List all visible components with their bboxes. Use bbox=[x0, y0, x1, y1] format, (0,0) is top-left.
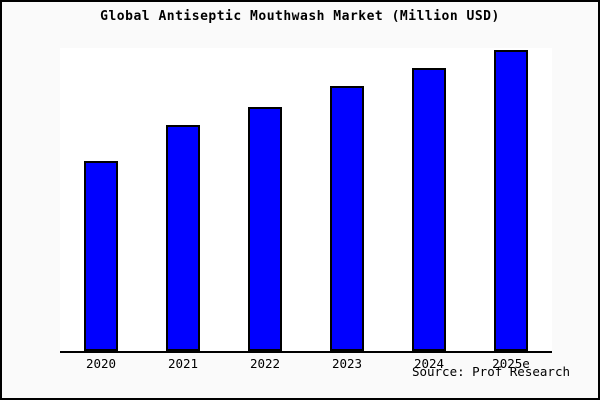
chart-title: Global Antiseptic Mouthwash Market (Mill… bbox=[100, 9, 500, 24]
bar-2020 bbox=[84, 161, 118, 351]
x-tick-label-2024: 2024 bbox=[413, 356, 445, 371]
source-caption: Source: Prof Research bbox=[411, 364, 570, 379]
bar-2021 bbox=[166, 125, 200, 351]
x-tick-label-2023: 2023 bbox=[331, 356, 363, 371]
x-tick-label-2025e: 2025e bbox=[492, 356, 530, 371]
x-axis-labels: 2020 2021 2022 2023 2024 2025e bbox=[60, 356, 552, 372]
plot-area bbox=[60, 48, 552, 353]
bar-2022 bbox=[248, 107, 282, 351]
x-tick-label-2022: 2022 bbox=[249, 356, 281, 371]
bar-2023 bbox=[330, 86, 364, 351]
bar-2025e bbox=[494, 50, 528, 351]
x-tick-label-2021: 2021 bbox=[167, 356, 199, 371]
x-tick-label-2020: 2020 bbox=[85, 356, 117, 371]
bar-2024 bbox=[412, 68, 446, 351]
